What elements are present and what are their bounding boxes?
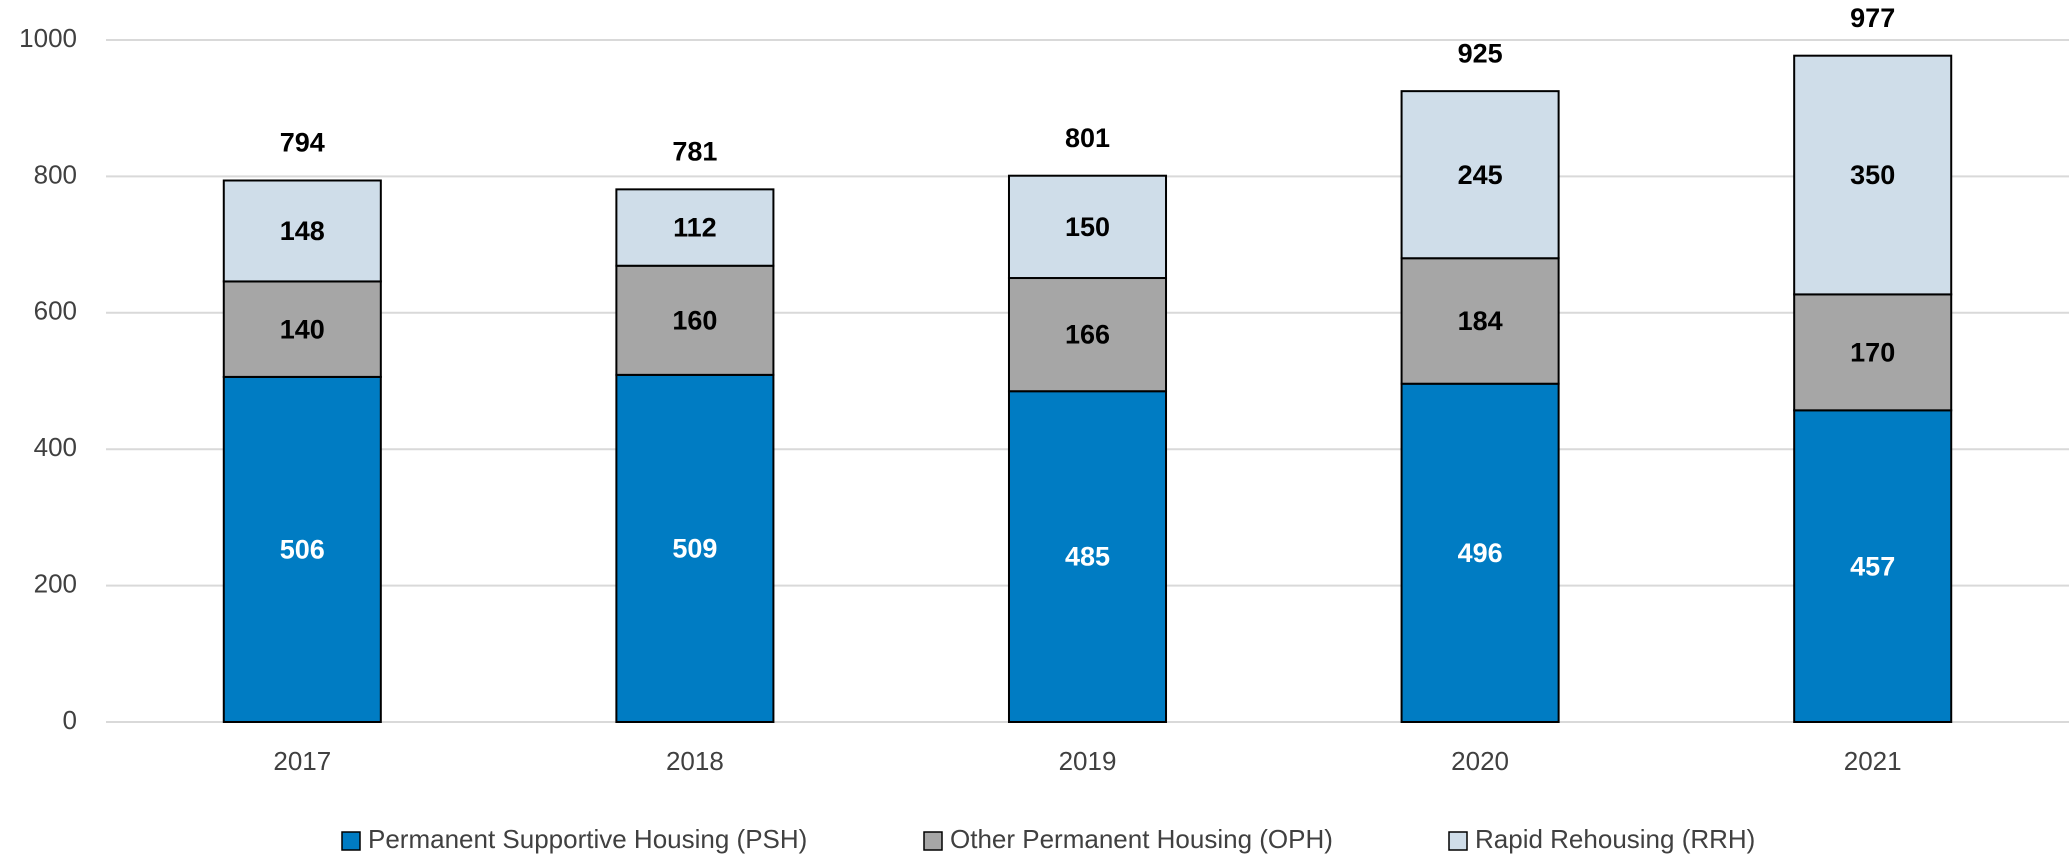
bar-segment — [615, 264, 775, 376]
total-label: 977 — [1850, 3, 1895, 33]
bar-segment — [222, 375, 382, 723]
y-tick-label: 1000 — [19, 23, 77, 53]
y-tick-label: 200 — [34, 568, 77, 598]
bar-segment — [1007, 277, 1168, 393]
y-tick-label: 400 — [34, 432, 77, 462]
x-tick-label: 2018 — [666, 746, 724, 776]
bar-segment — [222, 179, 382, 283]
x-tick-label: 2017 — [273, 746, 331, 776]
data-label: 245 — [1458, 160, 1503, 190]
bar-segment — [1400, 382, 1560, 723]
data-label: 485 — [1065, 542, 1110, 572]
data-label: 150 — [1065, 212, 1110, 242]
x-tick-label: 2019 — [1059, 746, 1117, 776]
legend-swatch — [1448, 831, 1468, 851]
y-tick-label: 800 — [34, 159, 77, 189]
legend-swatch — [341, 831, 361, 851]
bar-segment — [1007, 390, 1168, 723]
bar-segment — [1793, 54, 1953, 296]
bar-segment — [1793, 409, 1953, 723]
data-label: 166 — [1065, 320, 1110, 350]
data-label: 350 — [1850, 160, 1895, 190]
data-label: 160 — [672, 305, 717, 335]
y-tick-label: 0 — [63, 705, 77, 735]
data-label: 170 — [1850, 337, 1895, 367]
data-label: 112 — [673, 213, 717, 243]
total-label: 801 — [1065, 123, 1110, 153]
total-label: 794 — [280, 128, 325, 158]
y-tick-label: 600 — [34, 296, 77, 326]
data-label: 506 — [280, 535, 325, 565]
x-tick-label: 2021 — [1844, 746, 1902, 776]
bar-segment — [1007, 174, 1168, 280]
data-label: 184 — [1458, 306, 1503, 336]
legend-label: Rapid Rehousing (RRH) — [1475, 824, 1755, 854]
data-label: 457 — [1850, 551, 1895, 581]
bar-segment — [222, 280, 382, 378]
legend-label: Other Permanent Housing (OPH) — [950, 824, 1333, 854]
bar-segment — [1400, 257, 1560, 385]
data-label: 509 — [672, 534, 717, 564]
data-label: 140 — [280, 314, 325, 344]
total-label: 781 — [672, 136, 717, 166]
data-label: 496 — [1458, 538, 1503, 568]
total-label: 925 — [1458, 38, 1503, 68]
legend-label: Permanent Supportive Housing (PSH) — [368, 824, 807, 854]
legend-swatch — [923, 831, 943, 851]
bar-segment — [1400, 90, 1560, 260]
bar-segment — [1793, 293, 1953, 412]
x-tick-label: 2020 — [1451, 746, 1509, 776]
bar-segment — [615, 188, 775, 267]
data-label: 148 — [280, 216, 325, 246]
